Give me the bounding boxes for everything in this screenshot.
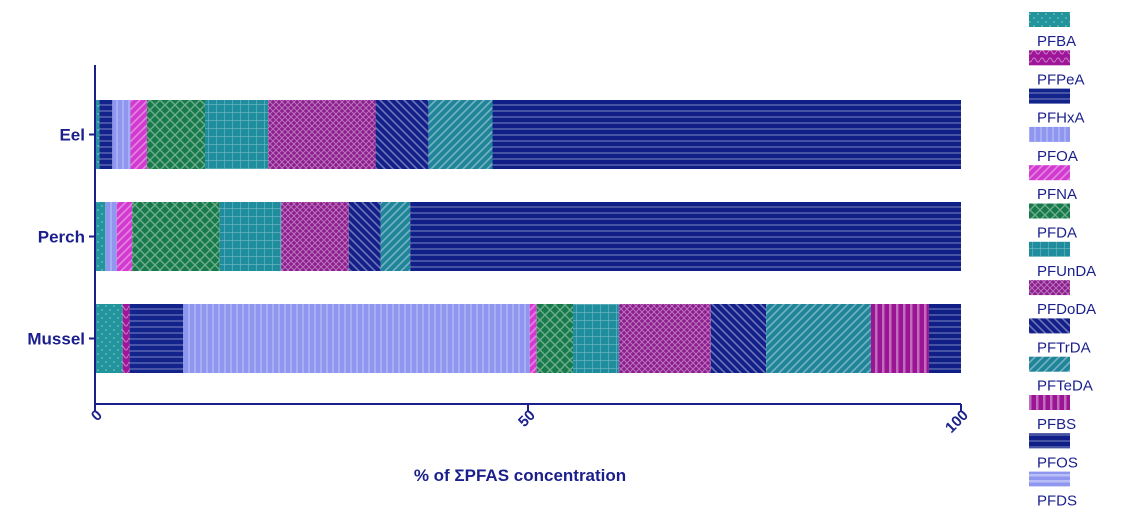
bar-segment-mussel-pfna <box>529 304 537 373</box>
legend: PFBA PFPeA PFHxA PFOA PFNA PFDA PFUnDA PFDoDA PF… <box>1029 12 1096 507</box>
legend-swatch-pfpea <box>1029 50 1070 66</box>
bar-segment-mussel-pfpea <box>122 304 130 373</box>
bar-segment-perch-pfos <box>410 202 962 271</box>
bar-segment-eel-pfdoda <box>268 100 376 169</box>
legend-swatch-pfhxa <box>1029 88 1070 104</box>
x-tick-label-0: 0 <box>88 407 106 425</box>
legend-swatch-pfos <box>1029 433 1070 449</box>
legend-swatch-pfbs <box>1029 395 1070 410</box>
x-tick-label-50: 50 <box>515 407 539 431</box>
bar-segment-eel-pfunda <box>204 100 269 169</box>
legend-label-pfos: PFOS <box>1037 454 1078 471</box>
category-label-eel: Eel <box>59 126 85 145</box>
bar-segment-perch-pfunda <box>219 202 282 271</box>
bar-segment-eel-pfba <box>95 100 100 169</box>
bar-segment-perch-pfna <box>116 202 133 271</box>
bar-segment-mussel-pfba <box>95 304 123 373</box>
bar-segment-mussel-pfda <box>536 304 574 373</box>
legend-swatch-pfda <box>1029 203 1070 219</box>
legend-swatch-pfunda <box>1029 241 1070 257</box>
bar-segment-eel-pfos <box>492 100 961 169</box>
legend-swatch-pfteda <box>1029 356 1070 372</box>
bar-segment-perch-pfba <box>95 202 106 271</box>
category-label-perch: Perch <box>38 228 85 247</box>
category-label-mussel: Mussel <box>27 330 85 349</box>
bar-segment-mussel-pfteda <box>766 304 871 373</box>
bar-segment-eel-pfteda <box>428 100 493 169</box>
legend-swatch-pfna <box>1029 165 1070 181</box>
bar-segment-perch-pfoa <box>105 202 117 271</box>
bar-segment-mussel-pfdoda <box>618 304 711 373</box>
legend-label-pftrda: PFTrDA <box>1037 339 1091 356</box>
legend-label-pfbs: PFBS <box>1037 416 1076 433</box>
legend-swatch-pfds <box>1029 471 1070 487</box>
bar-segment-perch-pfteda <box>380 202 411 271</box>
legend-label-pfds: PFDS <box>1037 493 1077 507</box>
bar-segment-perch-pftrda <box>348 202 381 271</box>
bar-segment-mussel-pfos <box>928 304 961 373</box>
legend-swatch-pfoa <box>1029 126 1070 142</box>
bar-segment-mussel-pfoa <box>183 304 530 373</box>
bar-segment-eel-pfoa <box>112 100 131 169</box>
legend-label-pfpea: PFPeA <box>1037 71 1085 88</box>
x-tick-label-100: 100 <box>942 407 972 437</box>
bar-segment-eel-pfna <box>130 100 147 169</box>
bar-segment-mussel-pftrda <box>710 304 767 373</box>
legend-label-pfba: PFBA <box>1037 33 1076 50</box>
legend-label-pfunda: PFUnDA <box>1037 263 1096 280</box>
legend-label-pfoa: PFOA <box>1037 148 1078 165</box>
bar-segment-eel-pftrda <box>375 100 429 169</box>
legend-label-pfhxa: PFHxA <box>1037 110 1085 127</box>
bar-segment-mussel-pfunda <box>573 304 619 373</box>
legend-label-pfna: PFNA <box>1037 186 1077 203</box>
bar-segment-perch-pfda <box>132 202 220 271</box>
legend-swatch-pfdoda <box>1029 280 1070 296</box>
bar-segment-perch-pfdoda <box>281 202 349 271</box>
bar-segment-mussel-pfbs <box>870 304 929 373</box>
bars-group <box>95 100 962 373</box>
legend-swatch-pftrda <box>1029 318 1070 334</box>
legend-label-pfdoda: PFDoDA <box>1037 301 1096 318</box>
bar-segment-mussel-pfhxa <box>129 304 184 373</box>
legend-label-pfda: PFDA <box>1037 225 1077 242</box>
legend-swatch-pfba <box>1029 12 1070 27</box>
x-axis-title: % of ΣPFAS concentration <box>414 466 626 485</box>
legend-label-pfteda: PFTeDA <box>1037 378 1093 395</box>
bar-segment-eel-pfhxa <box>99 100 113 169</box>
bar-segment-eel-pfda <box>146 100 205 169</box>
